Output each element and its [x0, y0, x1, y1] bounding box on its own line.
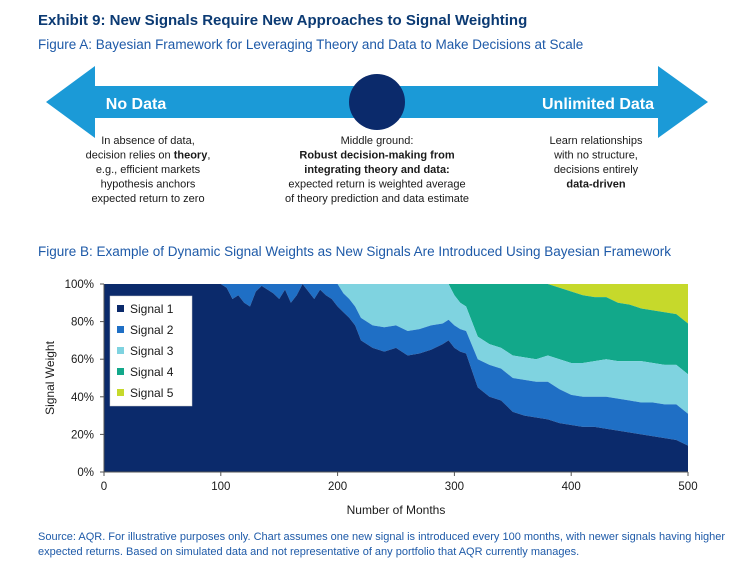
- x-tick-label: 200: [328, 481, 347, 493]
- legend-swatch: [117, 389, 124, 396]
- no-data-label: No Data: [106, 96, 167, 113]
- y-tick-label: 80%: [71, 317, 94, 329]
- middle-ground-line: Middle ground:: [341, 135, 414, 147]
- x-tick-label: 400: [562, 481, 581, 493]
- area-signal-3: [104, 284, 688, 414]
- figure-a-diagram: No Data Unlimited Data In absence of dat…: [46, 66, 708, 205]
- unlimited-data-line: with no structure,: [553, 150, 638, 162]
- figure-a-subtitle: Figure A: Bayesian Framework for Leverag…: [38, 37, 584, 52]
- y-tick-label: 0%: [77, 467, 94, 479]
- no-data-text-run: e.g., efficient markets: [96, 164, 201, 176]
- middle-ground-text-run: expected return is weighted average: [288, 179, 465, 191]
- stacked-areas: [104, 284, 688, 472]
- middle-ground-line: integrating theory and data:: [304, 164, 449, 176]
- figure-b-subtitle: Figure B: Example of Dynamic Signal Weig…: [38, 244, 672, 259]
- middle-ground-line: expected return is weighted average: [288, 179, 465, 191]
- legend-label: Signal 4: [130, 365, 174, 379]
- legend-label: Signal 2: [130, 323, 174, 337]
- no-data-description: In absence of data, decision relies on th…: [86, 135, 211, 205]
- legend-label: Signal 5: [130, 386, 174, 400]
- no-data-text-run: theory: [174, 150, 209, 162]
- chart-legend: Signal 1 Signal 2 Signal 3 Signal 4 Signal 5: [109, 295, 193, 407]
- middle-ground-description: Middle ground: Robust decision-making fro…: [285, 135, 469, 205]
- no-data-line: In absence of data,: [101, 135, 195, 147]
- unlimited-data-line: data-driven: [566, 179, 626, 191]
- middle-ground-text-run: integrating theory and data:: [304, 164, 449, 176]
- x-tick-label: 0: [101, 481, 107, 493]
- legend-label: Signal 3: [130, 344, 174, 358]
- x-axis-label: Number of Months: [347, 503, 446, 517]
- middle-ground-line: of theory prediction and data estimate: [285, 193, 469, 205]
- unlimited-data-description: Learn relationships with no structure, dec…: [550, 135, 643, 191]
- area-signal-2: [104, 284, 688, 446]
- unlimited-data-line: Learn relationships: [550, 135, 643, 147]
- unlimited-data-text-run: with no structure,: [553, 150, 638, 162]
- middle-ground-text-run: Robust decision-making from: [299, 150, 454, 162]
- legend-swatch: [117, 347, 124, 354]
- middle-ground-text-run: of theory prediction and data estimate: [285, 193, 469, 205]
- source-note: Source: AQR. For illustrative purposes o…: [38, 531, 726, 558]
- legend-swatch: [117, 326, 124, 333]
- x-tick-label: 100: [211, 481, 230, 493]
- unlimited-data-text-run: Learn relationships: [550, 135, 643, 147]
- legend-swatch: [117, 368, 124, 375]
- middle-ground-text-run: Middle ground:: [341, 135, 414, 147]
- x-tick-label: 300: [445, 481, 464, 493]
- legend-label: Signal 1: [130, 302, 174, 316]
- legend-swatch: [117, 305, 124, 312]
- x-tick-label: 500: [678, 481, 697, 493]
- y-tick-label: 60%: [71, 354, 94, 366]
- unlimited-data-text-run: decisions entirely: [554, 164, 639, 176]
- area-signal-4: [104, 284, 688, 375]
- unlimited-data-line: decisions entirely: [554, 164, 639, 176]
- no-data-line: expected return to zero: [91, 193, 204, 205]
- y-tick-label: 100%: [65, 279, 94, 291]
- page-title: Exhibit 9: New Signals Require New Appro…: [38, 12, 528, 29]
- area-signal-1: [104, 284, 688, 472]
- unlimited-data-text-run: data-driven: [566, 179, 626, 191]
- no-data-text-run: decision relies on: [86, 150, 174, 162]
- y-tick-label: 20%: [71, 429, 94, 441]
- no-data-text-run: expected return to zero: [91, 193, 204, 205]
- middle-ground-circle: [349, 74, 405, 130]
- area-signal-5: [104, 284, 688, 324]
- no-data-line: hypothesis anchors: [101, 179, 196, 191]
- no-data-line: decision relies on theory,: [86, 150, 211, 162]
- no-data-text-run: ,: [207, 150, 210, 162]
- y-tick-label: 40%: [71, 392, 94, 404]
- y-axis-label: Signal Weight: [43, 340, 57, 414]
- no-data-text-run: In absence of data,: [101, 135, 195, 147]
- signal-weight-chart: 0% 20% 40% 60% 80% 100% 0 100 200 300 400 500 Number…: [43, 279, 698, 517]
- unlimited-data-label: Unlimited Data: [542, 96, 654, 113]
- no-data-text-run: hypothesis anchors: [101, 179, 196, 191]
- no-data-line: e.g., efficient markets: [96, 164, 201, 176]
- middle-ground-line: Robust decision-making from: [299, 150, 454, 162]
- chart-axes: 0% 20% 40% 60% 80% 100% 0 100 200 300 400 500 Number…: [43, 279, 698, 517]
